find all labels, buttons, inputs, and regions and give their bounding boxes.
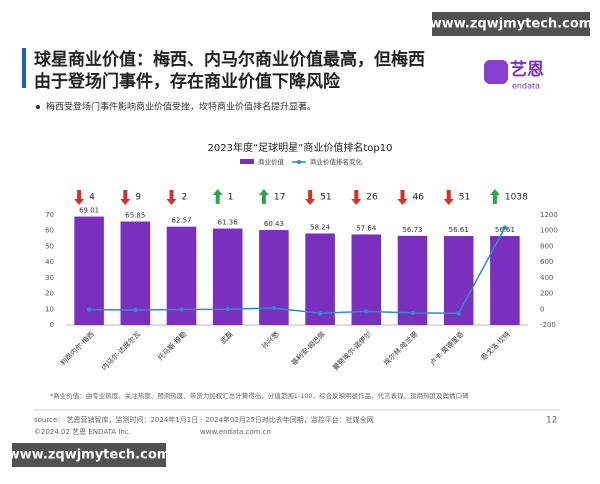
bar <box>305 233 335 325</box>
rank-change-label: 1 <box>228 193 234 203</box>
title-line: 由于登场门事件，存在商业价值下降风险 <box>34 71 341 92</box>
line-marker <box>502 225 508 230</box>
rank-arrow <box>74 190 85 205</box>
legend-swatch <box>297 160 301 164</box>
watermark-box <box>12 443 166 467</box>
bar-value-label: 61.36 <box>218 219 239 227</box>
y-tick-label: 10 <box>45 305 54 313</box>
line-marker <box>364 309 369 314</box>
bar-value-label: 62.57 <box>171 217 191 225</box>
bar <box>490 236 520 325</box>
title-line: 球星商业价值：梅西、内马尔商业价值最高，但梅西 <box>34 49 425 70</box>
rank-change-label: 51 <box>320 193 331 203</box>
rank-change-label: 1038 <box>505 193 528 203</box>
y-tick-label: 70 <box>45 211 54 219</box>
y2-tick-label: 200 <box>540 290 553 298</box>
copyright: ©2024.02 艺恩 ENDATA Inc. <box>34 428 131 436</box>
bar-value-label: 56.61 <box>449 226 469 234</box>
y-tick-label: 0 <box>50 321 54 329</box>
bar <box>259 230 289 325</box>
rank-arrow <box>212 189 223 204</box>
rank-change-label: 17 <box>274 193 285 203</box>
footer-source: source： 艺恩营销智库，监测时间：2024年1月1日 - 2024年02月… <box>34 415 374 424</box>
y-tick-label: 30 <box>45 274 54 282</box>
bar-value-label: 57.64 <box>356 224 377 232</box>
bar-value-label: 65.85 <box>125 212 145 220</box>
y2-tick-label: 800 <box>540 242 553 250</box>
watermark-box <box>432 12 590 36</box>
bar <box>120 221 151 325</box>
line-marker <box>86 307 92 312</box>
y-tick-label: 20 <box>45 290 54 298</box>
legend-swatch <box>240 159 254 164</box>
line-marker <box>410 310 415 316</box>
bar <box>397 235 428 325</box>
rank-arrow <box>120 190 131 205</box>
line-marker <box>317 311 323 316</box>
watermark: www.zqwjmytech.com <box>8 448 171 463</box>
bullet-dot <box>36 105 40 109</box>
line-marker <box>225 307 230 312</box>
rank-change-label: 9 <box>135 193 141 203</box>
footnote: *商业价值：由专业热度、关注热度、预测热度、带货力加权汇总计算得出，分值范围1-… <box>50 391 469 400</box>
y-tick-label: 50 <box>45 242 54 250</box>
chart-title: 2023年度“足球明星”商业价值排名top10 <box>208 141 393 154</box>
watermark: www.zqwjmytech.com <box>430 17 593 32</box>
rank-arrow <box>258 189 269 204</box>
y2-tick-label: 600 <box>540 258 553 266</box>
bullet-text: 梅西受登场门事件影响商业价值受挫，坎特商业价值排名提升显著。 <box>46 101 316 113</box>
rank-arrow <box>351 190 362 205</box>
rank-arrow <box>489 189 500 204</box>
logo-text: 艺恩 <box>510 59 544 80</box>
rank-change-label: 2 <box>182 193 188 203</box>
line-marker <box>133 307 138 313</box>
rank-change-label: 26 <box>366 193 378 203</box>
bar <box>443 236 474 325</box>
rank-arrow <box>397 190 408 205</box>
legend-label: 商业价值排名变化 <box>310 157 363 166</box>
page-number: 12 <box>546 416 557 426</box>
y-tick-label: 60 <box>45 227 54 235</box>
logo-icon <box>484 60 508 84</box>
line-marker <box>271 305 277 311</box>
y2-tick-label: 1200 <box>540 211 558 219</box>
legend-label: 商业价值 <box>258 157 285 166</box>
logo-sub: endata <box>512 82 540 91</box>
line-marker <box>179 307 184 312</box>
bar-value-label: 69.01 <box>79 207 99 215</box>
bar-value-label: 56.61 <box>495 226 515 234</box>
y2-tick-label: 1000 <box>540 227 558 235</box>
bar-value-label: 60.43 <box>264 220 284 228</box>
y2-tick-label: -200 <box>540 321 556 329</box>
rank-arrow <box>305 190 316 205</box>
line-marker <box>456 311 461 316</box>
line <box>89 227 506 315</box>
rank-change-label: 46 <box>413 193 425 203</box>
bar-value-label: 56.73 <box>402 226 422 234</box>
title-accent <box>22 48 26 88</box>
y-tick-label: 40 <box>45 258 54 266</box>
bar-value-label: 58.24 <box>310 223 331 231</box>
rank-change-label: 4 <box>89 193 95 203</box>
bar <box>74 216 104 325</box>
y2-tick-label: 0 <box>540 305 544 313</box>
y2-tick-label: 400 <box>540 274 553 282</box>
rank-arrow <box>166 190 177 205</box>
rank-arrow <box>443 190 454 205</box>
rank-change-label: 51 <box>459 193 470 203</box>
footer-site: www.endata.com.cn <box>200 428 271 436</box>
